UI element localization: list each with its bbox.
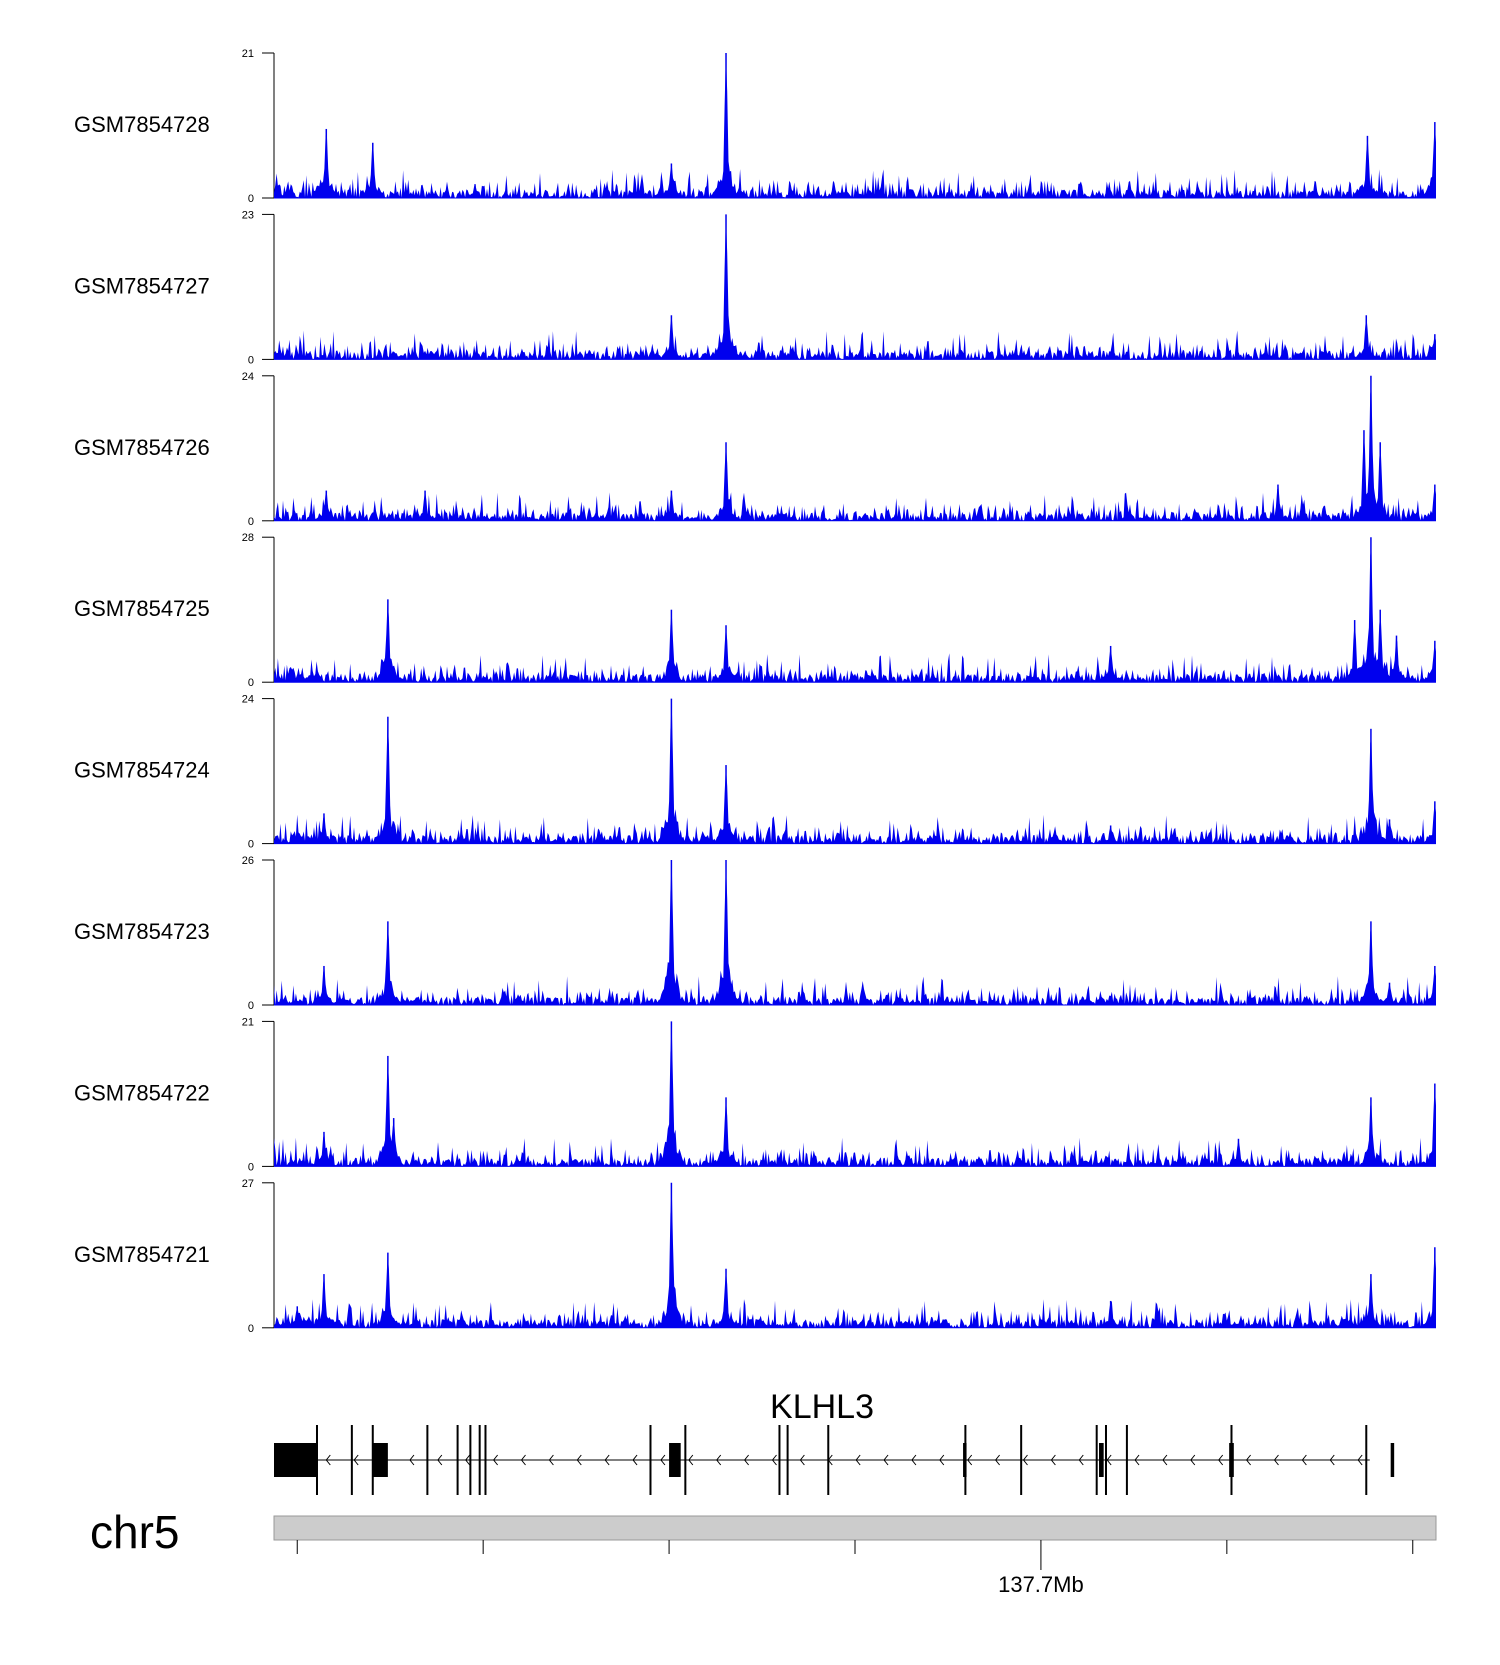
- track-GSM7854723: [262, 859, 1436, 1006]
- track-label: GSM7854722: [74, 1080, 210, 1105]
- exon-block: [1390, 1443, 1395, 1477]
- strand-chevron: [604, 1454, 610, 1466]
- y-max-label: 28: [242, 532, 254, 544]
- strand-chevron: [353, 1454, 359, 1466]
- y-max-label: 27: [242, 1178, 254, 1190]
- strand-chevron: [1078, 1454, 1084, 1466]
- strand-chevron: [1134, 1454, 1140, 1466]
- strand-chevron: [1050, 1454, 1056, 1466]
- y-min-label: 0: [248, 193, 254, 205]
- chromosome-bar: [273, 1515, 1437, 1541]
- strand-chevron: [855, 1454, 861, 1466]
- coverage-area: [274, 860, 1436, 1005]
- exon-block: [1099, 1443, 1104, 1477]
- strand-chevron: [1190, 1454, 1196, 1466]
- strand-chevron: [1106, 1454, 1112, 1466]
- strand-chevron: [1162, 1454, 1168, 1466]
- strand-chevron: [632, 1454, 638, 1466]
- track-label: GSM7854726: [74, 435, 210, 460]
- strand-chevron: [1245, 1454, 1251, 1466]
- y-min-label: 0: [248, 677, 254, 689]
- track-GSM7854727: [262, 213, 1436, 360]
- y-min-label: 0: [248, 1323, 254, 1335]
- track-GSM7854721: [262, 1182, 1436, 1329]
- strand-chevron: [967, 1454, 973, 1466]
- y-max-label: 21: [242, 1016, 254, 1028]
- track-GSM7854726: [262, 375, 1436, 522]
- strand-chevron: [325, 1454, 331, 1466]
- track-label: GSM7854723: [74, 919, 210, 944]
- track-GSM7854725: [262, 536, 1436, 683]
- strand-chevron: [688, 1454, 694, 1466]
- strand-chevron: [520, 1454, 526, 1466]
- y-max-label: 23: [242, 209, 254, 221]
- track-label: GSM7854725: [74, 596, 210, 621]
- y-min-label: 0: [248, 1161, 254, 1173]
- strand-chevron: [492, 1454, 499, 1466]
- strand-chevron: [1273, 1454, 1279, 1466]
- coverage-area: [274, 215, 1436, 360]
- y-min-label: 0: [248, 516, 254, 528]
- exon-block: [963, 1443, 967, 1477]
- strand-chevron: [1218, 1454, 1224, 1466]
- strand-chevron: [660, 1454, 666, 1466]
- gene-label: KLHL3: [770, 1388, 874, 1426]
- strand-chevron: [1301, 1454, 1307, 1466]
- track-label: GSM7854724: [74, 758, 210, 783]
- exon-block: [372, 1443, 388, 1477]
- y-max-label: 21: [242, 48, 254, 60]
- strand-chevron: [994, 1454, 1000, 1466]
- coverage-area: [274, 1023, 1436, 1167]
- exon-block: [669, 1443, 681, 1477]
- track-GSM7854728: [262, 52, 1436, 199]
- strand-chevron: [939, 1454, 945, 1466]
- strand-chevron: [771, 1454, 777, 1466]
- strand-chevron: [799, 1454, 805, 1466]
- track-label: GSM7854727: [74, 273, 210, 298]
- y-max-label: 24: [242, 694, 254, 706]
- strand-chevron: [911, 1454, 917, 1466]
- coverage-area: [274, 700, 1436, 844]
- chromosome-label: chr5: [90, 1506, 179, 1558]
- coverage-area: [274, 384, 1436, 521]
- coverage-area: [274, 53, 1436, 198]
- strand-chevron: [409, 1454, 415, 1466]
- strand-chevron: [576, 1454, 582, 1466]
- coverage-area: [274, 545, 1436, 683]
- y-min-label: 0: [248, 1000, 254, 1012]
- strand-chevron: [883, 1454, 889, 1466]
- y-max-label: 24: [242, 371, 254, 383]
- y-min-label: 0: [248, 354, 254, 366]
- strand-chevron: [548, 1454, 554, 1466]
- strand-chevron: [465, 1454, 471, 1466]
- strand-chevron: [743, 1454, 750, 1466]
- strand-chevron: [1329, 1454, 1335, 1466]
- gene-model: [274, 1425, 1395, 1495]
- strand-chevron: [1357, 1454, 1363, 1466]
- exon-block: [274, 1443, 317, 1477]
- track-label: GSM7854728: [74, 112, 210, 137]
- strand-chevron: [716, 1454, 722, 1466]
- track-GSM7854722: [262, 1020, 1436, 1167]
- position-label: 137.7Mb: [998, 1572, 1084, 1597]
- y-max-label: 26: [242, 855, 254, 867]
- coverage-area: [274, 1185, 1436, 1328]
- track-GSM7854724: [262, 698, 1436, 845]
- strand-chevron: [437, 1454, 443, 1466]
- exon-block: [1229, 1443, 1234, 1477]
- y-min-label: 0: [248, 839, 254, 851]
- strand-chevron: [1022, 1454, 1028, 1466]
- track-label: GSM7854721: [74, 1242, 210, 1267]
